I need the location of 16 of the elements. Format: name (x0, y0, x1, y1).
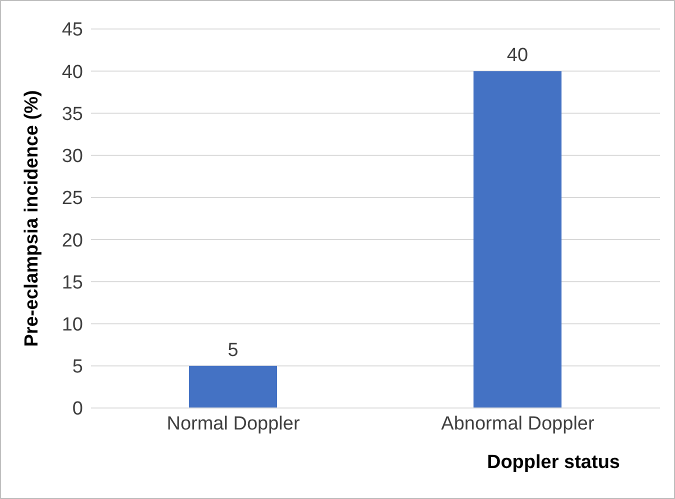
x-axis-title: Doppler status (486, 452, 620, 473)
y-tick-label: 20 (62, 230, 83, 252)
y-tick-label: 0 (72, 398, 83, 420)
y-tick-label: 40 (62, 62, 83, 83)
data-label: 5 (228, 340, 238, 361)
y-tick-label: 5 (72, 356, 83, 378)
x-tick-label: Abnormal Doppler (441, 413, 595, 434)
y-tick-label: 45 (62, 20, 83, 41)
y-tick-label: 10 (62, 314, 83, 336)
y-axis-title: Pre-eclampsia incidence (%) (22, 90, 43, 347)
data-label: 40 (506, 45, 528, 66)
y-tick-label: 30 (62, 146, 83, 168)
x-tick-label: Normal Doppler (166, 413, 300, 434)
y-tick-label: 25 (62, 188, 83, 210)
y-tick-label: 15 (62, 272, 83, 294)
y-tick-label: 35 (62, 104, 83, 125)
